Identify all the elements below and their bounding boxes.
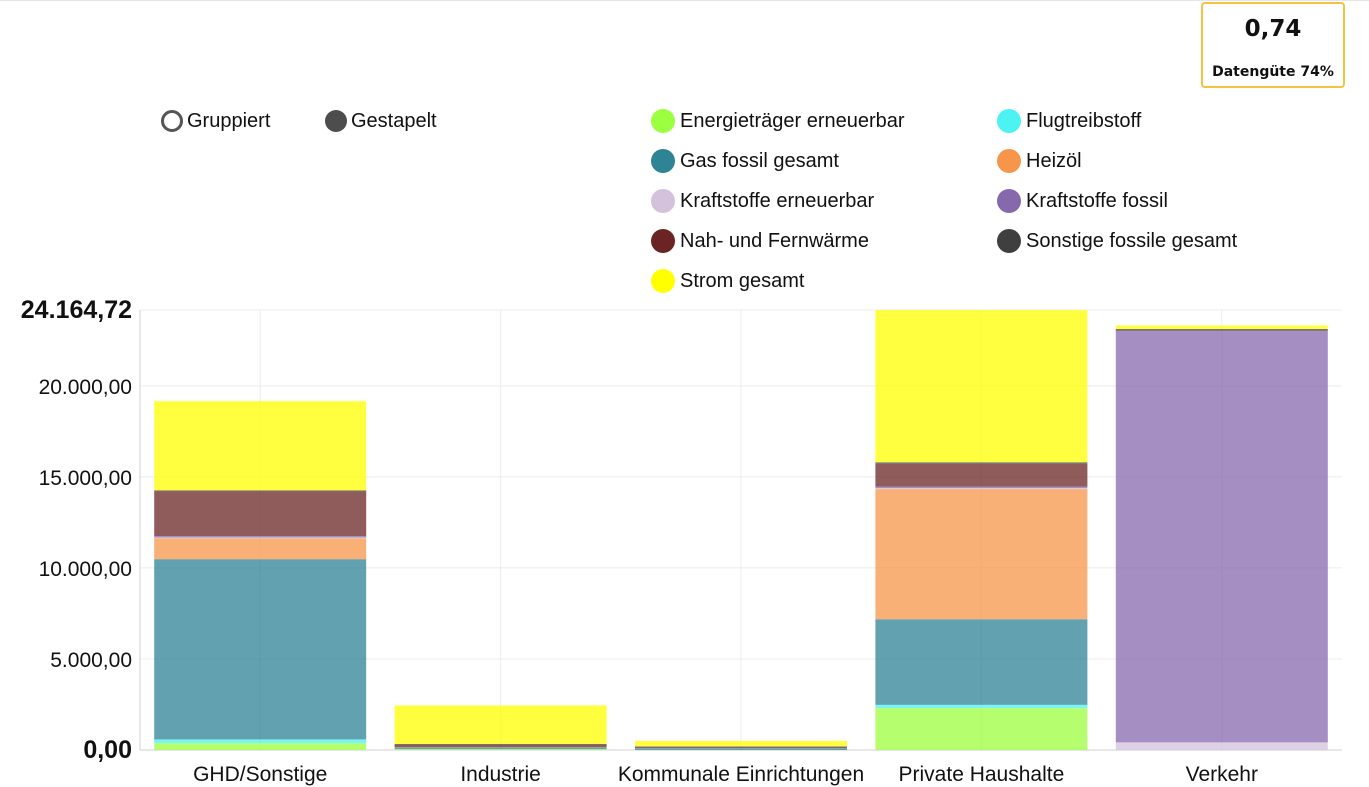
bar-segment[interactable] <box>154 536 367 538</box>
legend-dot-icon <box>651 189 675 213</box>
bar-segment[interactable] <box>875 488 1088 490</box>
legend-label: Heizöl <box>1026 149 1082 172</box>
legend-item[interactable]: Gas fossil gesamt <box>651 148 839 174</box>
bar-segment[interactable] <box>154 743 367 750</box>
y-tick-label: 15.000,00 <box>39 467 132 490</box>
x-category-label: Kommunale Einrichtungen <box>618 763 864 786</box>
grouped-mode-option[interactable]: Gruppiert <box>161 108 270 134</box>
y-tick-label: 24.164,72 <box>21 296 132 324</box>
legend-label: Sonstige fossile gesamt <box>1026 229 1238 252</box>
x-category-label: Verkehr <box>1186 763 1258 786</box>
legend-dot-icon <box>997 189 1021 213</box>
grouped-mode-label: Gruppiert <box>187 109 271 132</box>
bar-segment[interactable] <box>875 310 1088 463</box>
bar-segment[interactable] <box>875 704 1088 709</box>
bar-segment[interactable] <box>635 740 847 747</box>
bar-segment[interactable] <box>875 486 1088 489</box>
bar-segment[interactable] <box>1115 742 1328 750</box>
legend-label: Kraftstoffe erneuerbar <box>680 189 875 212</box>
stacked-radio-icon[interactable] <box>325 110 347 132</box>
bar-segment[interactable] <box>154 538 367 560</box>
bar-segment[interactable] <box>394 749 607 750</box>
data-quality-value: 0,74 <box>1244 16 1302 42</box>
y-tick-label: 20.000,00 <box>39 376 132 399</box>
legend-dot-icon <box>651 229 675 253</box>
legend-item[interactable]: Energieträger erneuerbar <box>651 108 905 134</box>
y-tick-label: 10.000,00 <box>39 558 132 581</box>
legend-label: Energieträger erneuerbar <box>680 109 905 132</box>
legend-dot-icon <box>651 269 675 293</box>
bar-segment[interactable] <box>394 743 607 745</box>
data-quality-label: Datengüte 74% <box>1212 64 1334 80</box>
bar-segment[interactable] <box>1115 329 1328 331</box>
legend-label: Strom gesamt <box>680 269 805 292</box>
bar-segment[interactable] <box>394 747 607 750</box>
x-category-label: Private Haushalte <box>899 763 1065 786</box>
stacked-mode-option[interactable]: Gestapelt <box>325 108 437 134</box>
bar-segment[interactable] <box>394 705 607 744</box>
legend-item[interactable]: Strom gesamt <box>651 268 804 294</box>
legend-label: Kraftstoffe fossil <box>1026 189 1168 212</box>
legend-dot-icon <box>997 149 1021 173</box>
bar-segment[interactable] <box>875 708 1088 750</box>
legend-item[interactable]: Heizöl <box>997 148 1082 174</box>
bar-segment[interactable] <box>875 462 1088 464</box>
x-category-label: GHD/Sonstige <box>193 763 327 786</box>
bar-segment[interactable] <box>1115 325 1328 330</box>
grouped-radio-icon[interactable] <box>161 110 183 132</box>
legend-item[interactable]: Kraftstoffe erneuerbar <box>651 188 874 214</box>
legend-dot-icon <box>997 229 1021 253</box>
legend-label: Flugtreibstoff <box>1026 109 1142 132</box>
bar-segment[interactable] <box>875 489 1088 620</box>
legend-label: Nah- und Fernwärme <box>680 229 869 252</box>
bar-segment[interactable] <box>875 619 1088 705</box>
bar-segment[interactable] <box>154 537 367 539</box>
stacked-mode-label: Gestapelt <box>351 109 437 132</box>
legend-item[interactable]: Nah- und Fernwärme <box>651 228 869 254</box>
bar-segment[interactable] <box>635 748 847 750</box>
legend-item[interactable]: Sonstige fossile gesamt <box>997 228 1237 254</box>
bar-segment[interactable] <box>154 490 367 492</box>
bar-segment[interactable] <box>875 463 1088 487</box>
y-tick-label: 0,00 <box>83 736 132 764</box>
bar-segment[interactable] <box>154 739 367 744</box>
bar-segment[interactable] <box>394 744 607 748</box>
bar-segment[interactable] <box>1115 330 1328 743</box>
x-category-label: Industrie <box>460 763 541 786</box>
legend-item[interactable]: Kraftstoffe fossil <box>997 188 1168 214</box>
legend-label: Gas fossil gesamt <box>680 149 839 172</box>
bar-segment[interactable] <box>154 401 367 491</box>
data-quality-badge: 0,74 Datengüte 74% <box>1201 2 1345 88</box>
top-divider <box>0 0 1369 1</box>
legend-item[interactable]: Flugtreibstoff <box>997 108 1141 134</box>
legend-dot-icon <box>651 149 675 173</box>
legend-dot-icon <box>651 109 675 133</box>
bar-segment[interactable] <box>154 559 367 740</box>
bar-segment[interactable] <box>154 491 367 537</box>
legend-dot-icon <box>997 109 1021 133</box>
bar-segment[interactable] <box>635 746 847 748</box>
y-tick-label: 5.000,00 <box>50 649 132 672</box>
